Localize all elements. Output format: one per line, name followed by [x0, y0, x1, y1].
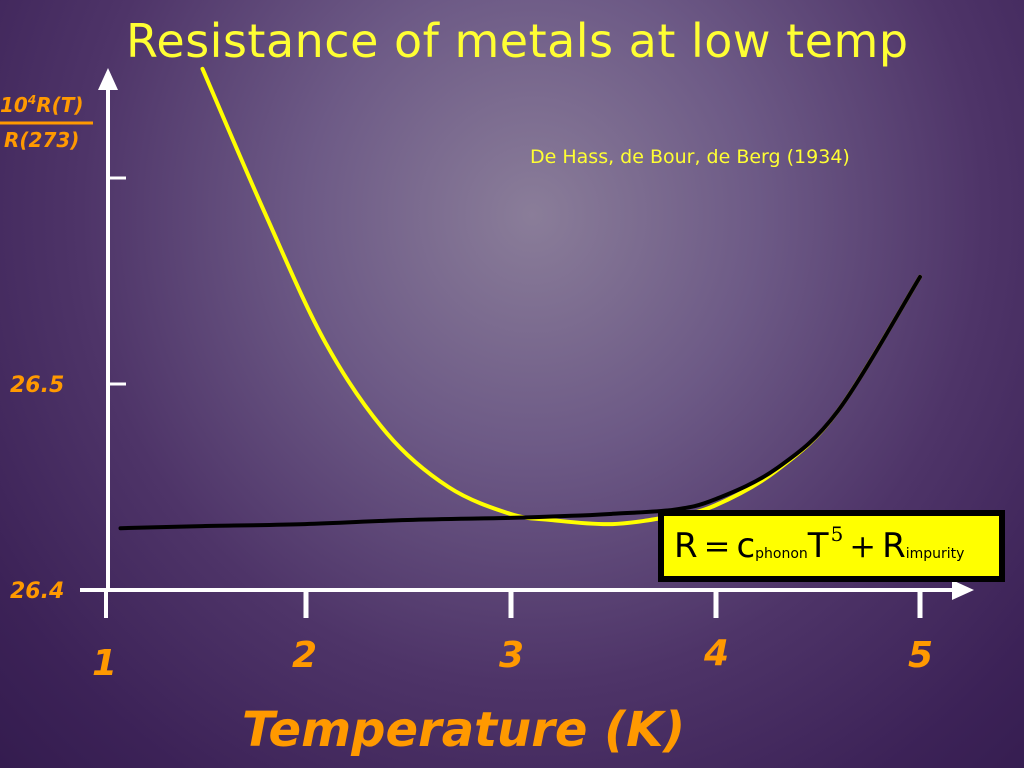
y-label-exp: 4	[27, 93, 36, 107]
x-tick-label-2: 2	[292, 635, 317, 676]
formula-c-subscript: phonon	[755, 546, 808, 562]
tick-labels: 1 2 3 4 5 26.4 26.5	[10, 373, 933, 684]
formula-plus: +	[849, 527, 877, 565]
y-label-rest: R(T)	[36, 93, 83, 117]
x-tick-label-3: 3	[499, 635, 524, 676]
formula-r: R	[674, 526, 698, 566]
formula-exponent: 5	[830, 522, 844, 546]
axis-ticks	[104, 176, 923, 618]
slide-title: Resistance of metals at low temp	[126, 14, 909, 68]
formula: R = c phonon T 5 + R impurity	[664, 516, 999, 576]
x-axis-label: Temperature (K)	[242, 702, 685, 758]
x-axis-arrow	[952, 580, 974, 600]
y-axis-arrow	[98, 68, 118, 90]
x-tick-label-1: 1	[92, 643, 117, 684]
formula-r-impurity: R	[882, 526, 906, 566]
x-tick-label-5: 5	[908, 635, 933, 676]
series-line-1	[200, 66, 922, 527]
y-tick-label-26.4: 26.4	[10, 579, 64, 604]
formula-t: T	[807, 526, 829, 566]
y-axis-label-denominator: R(273)	[4, 128, 79, 152]
y-tick-label-26.5: 26.5	[10, 373, 64, 398]
x-tick-label-4: 4	[703, 633, 729, 674]
formula-equals: =	[703, 527, 731, 565]
formula-box: R = c phonon T 5 + R impurity	[658, 510, 1005, 582]
citation: De Hass, de Bour, de Berg (1934)	[530, 146, 850, 168]
formula-c: c	[736, 526, 756, 566]
series-lines	[118, 66, 922, 531]
y-label-base: 10	[0, 93, 28, 117]
formula-r-subscript: impurity	[905, 546, 965, 562]
series-line-2	[118, 274, 922, 531]
y-axis-label-numerator: 104R(T)	[0, 93, 84, 117]
